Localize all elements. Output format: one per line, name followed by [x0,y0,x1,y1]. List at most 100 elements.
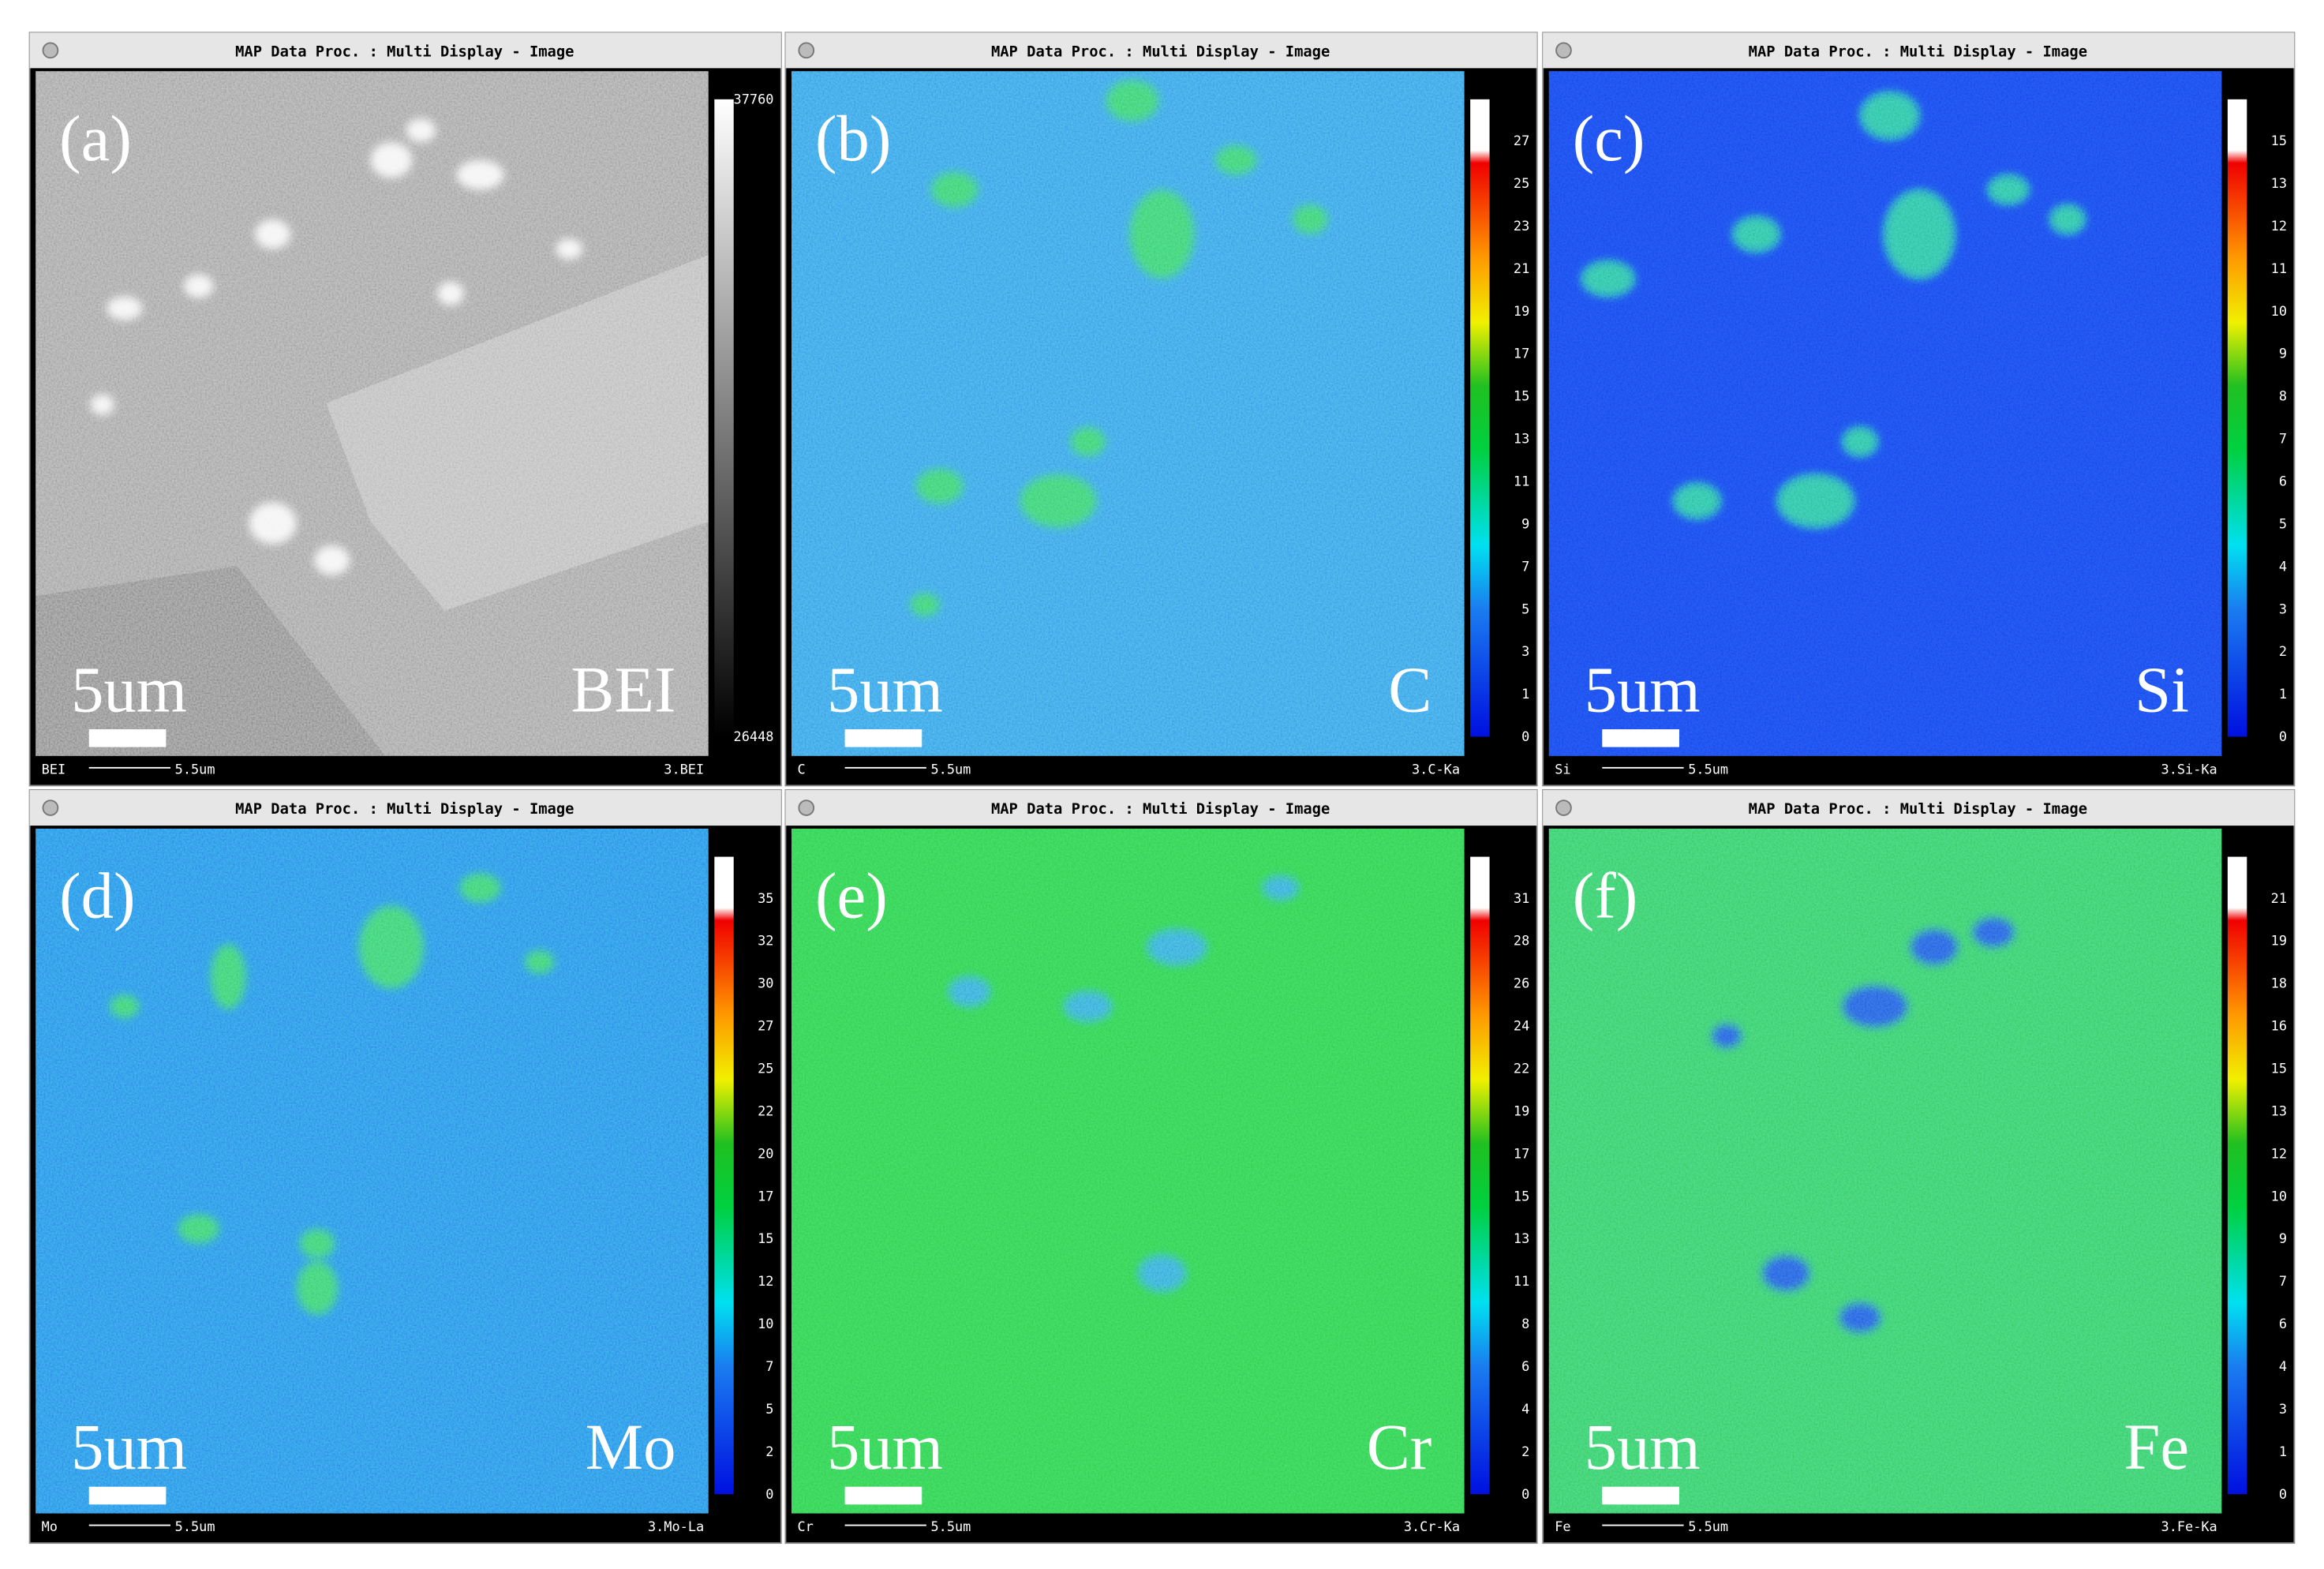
colorbar-tick-label: 20 [758,1145,773,1161]
scale-bar [1602,729,1679,747]
colorbar [714,856,734,1495]
colorbar-tick-label: 27 [758,1018,773,1034]
scale-bar-text: 5um [71,1410,187,1483]
title-bar [1543,790,2295,826]
colorbar [2227,856,2247,1495]
colorbar-tick-label: 4 [1521,1401,1529,1417]
colorbar-tick-label: 25 [1514,175,1529,191]
colorbar-tick-label: 26 [1514,975,1529,991]
footer-scale: 5.5um [1688,761,1728,777]
colorbar-tick-label: 6 [2279,1316,2287,1331]
colorbar-tick-label: 7 [2279,431,2287,447]
colorbar [714,99,734,737]
colorbar-tick-label: 13 [2271,1103,2287,1118]
footer-scale: 5.5um [175,1518,215,1534]
footer-source: 3.C-Ka [1412,761,1460,777]
colorbar-tick-label: 10 [2271,303,2287,319]
footer-source: 3.Mo-La [648,1518,704,1534]
footer-scale: 5.5um [931,761,971,777]
noise [36,828,709,1514]
colorbar-tick-label: 30 [758,975,773,991]
colorbar-tick-label: 13 [2271,175,2287,191]
colorbar-tick-label: 28 [1514,933,1529,949]
colorbar [1470,856,1490,1495]
footer-source: 3.Cr-Ka [1404,1518,1460,1534]
colorbar-tick-label: 3 [2279,601,2287,616]
title-bar [29,790,781,826]
window-title: MAP Data Proc. : Multi Display - Image [235,43,574,60]
scale-bar [1602,1486,1679,1505]
colorbar-tick-label: 10 [2271,1188,2287,1204]
colorbar [2227,99,2247,737]
colorbar-tick-label: 9 [1521,515,1529,531]
colorbar-tick-label: 4 [2279,558,2287,574]
element-label: Fe [2124,1410,2189,1483]
map-window: MAP Data Proc. : Multi Display - Image (f… [1542,789,2296,1545]
noise [36,71,709,756]
window-icon [42,42,59,59]
colorbar-tick-label: 11 [2271,260,2287,276]
colorbar-tick-label: 17 [758,1188,773,1204]
noise [1548,828,2222,1514]
colorbar-tick-label: 17 [1514,1145,1529,1161]
map-window: MAP Data Proc. : Multi Display - Image (c… [1542,32,2296,787]
element-label: Mo [586,1410,676,1483]
scale-bar-text: 5um [1585,653,1701,726]
colorbar-tick-label: 1 [2279,1444,2287,1459]
colorbar-tick-label: 1 [1521,686,1529,702]
colorbar-tick-label: 7 [2279,1273,2287,1289]
colorbar-tick-label: 22 [758,1103,773,1118]
window-icon [798,799,815,816]
element-label: C [1388,653,1431,726]
map-image [791,828,1465,1514]
colorbar-tick-label: 21 [1514,260,1529,276]
map-image [1548,828,2222,1514]
scale-bar [88,1486,167,1505]
footer-scale: 5.5um [931,1518,971,1534]
colorbar-tick-label: 12 [758,1273,773,1289]
colorbar-tick-label: 9 [2279,346,2287,361]
colorbar-tick-label: 6 [2279,473,2287,489]
colorbar-tick-label: 15 [758,1230,773,1246]
map-image [1548,71,2222,756]
colorbar-tick-label: 19 [2271,933,2287,949]
footer-channel: Si [1555,761,1570,777]
title-bar [785,32,1537,69]
colorbar-tick-label: 9 [2279,1230,2287,1246]
colorbar-tick-label: 13 [1514,1230,1529,1246]
footer-channel: Cr [797,1518,813,1534]
colorbar-tick-label: 8 [1521,1316,1529,1331]
colorbar-tick-label: 19 [1514,1103,1529,1118]
colorbar-tick-label: 26448 [734,728,774,744]
panel-label: (e) [815,859,888,932]
colorbar-tick-label: 5 [1521,601,1529,616]
colorbar-tick-label: 35 [758,890,773,906]
noise [791,71,1465,756]
footer-source: 3.BEI [664,761,704,777]
panel-label: (a) [59,102,132,174]
title-bar [1543,32,2295,69]
window-title: MAP Data Proc. : Multi Display - Image [235,801,574,818]
window-title: MAP Data Proc. : Multi Display - Image [1749,43,2087,60]
window-icon [42,799,59,816]
colorbar-tick-label: 23 [1514,218,1529,234]
colorbar-tick-label: 32 [758,933,773,949]
colorbar-tick-label: 0 [1521,1486,1529,1502]
colorbar-tick-label: 12 [2271,1145,2287,1161]
colorbar-tick-label: 4 [2279,1358,2287,1374]
colorbar-tick-label: 6 [1521,1358,1529,1374]
colorbar-tick-label: 17 [1514,346,1529,361]
scale-bar-text: 5um [71,653,187,726]
scale-bar-text: 5um [827,653,943,726]
colorbar-tick-label: 2 [765,1444,773,1459]
panel-label: (b) [815,102,891,174]
footer-source: 3.Fe-Ka [2161,1518,2217,1534]
colorbar-tick-label: 2 [2279,643,2287,659]
colorbar-tick-label: 8 [2279,388,2287,404]
noise [1548,71,2222,756]
scale-bar-text: 5um [827,1410,943,1483]
colorbar-tick-label: 7 [765,1358,773,1374]
colorbar-tick-label: 5 [765,1401,773,1417]
footer-channel: BEI [42,761,66,777]
colorbar-tick-label: 2 [1521,1444,1529,1459]
